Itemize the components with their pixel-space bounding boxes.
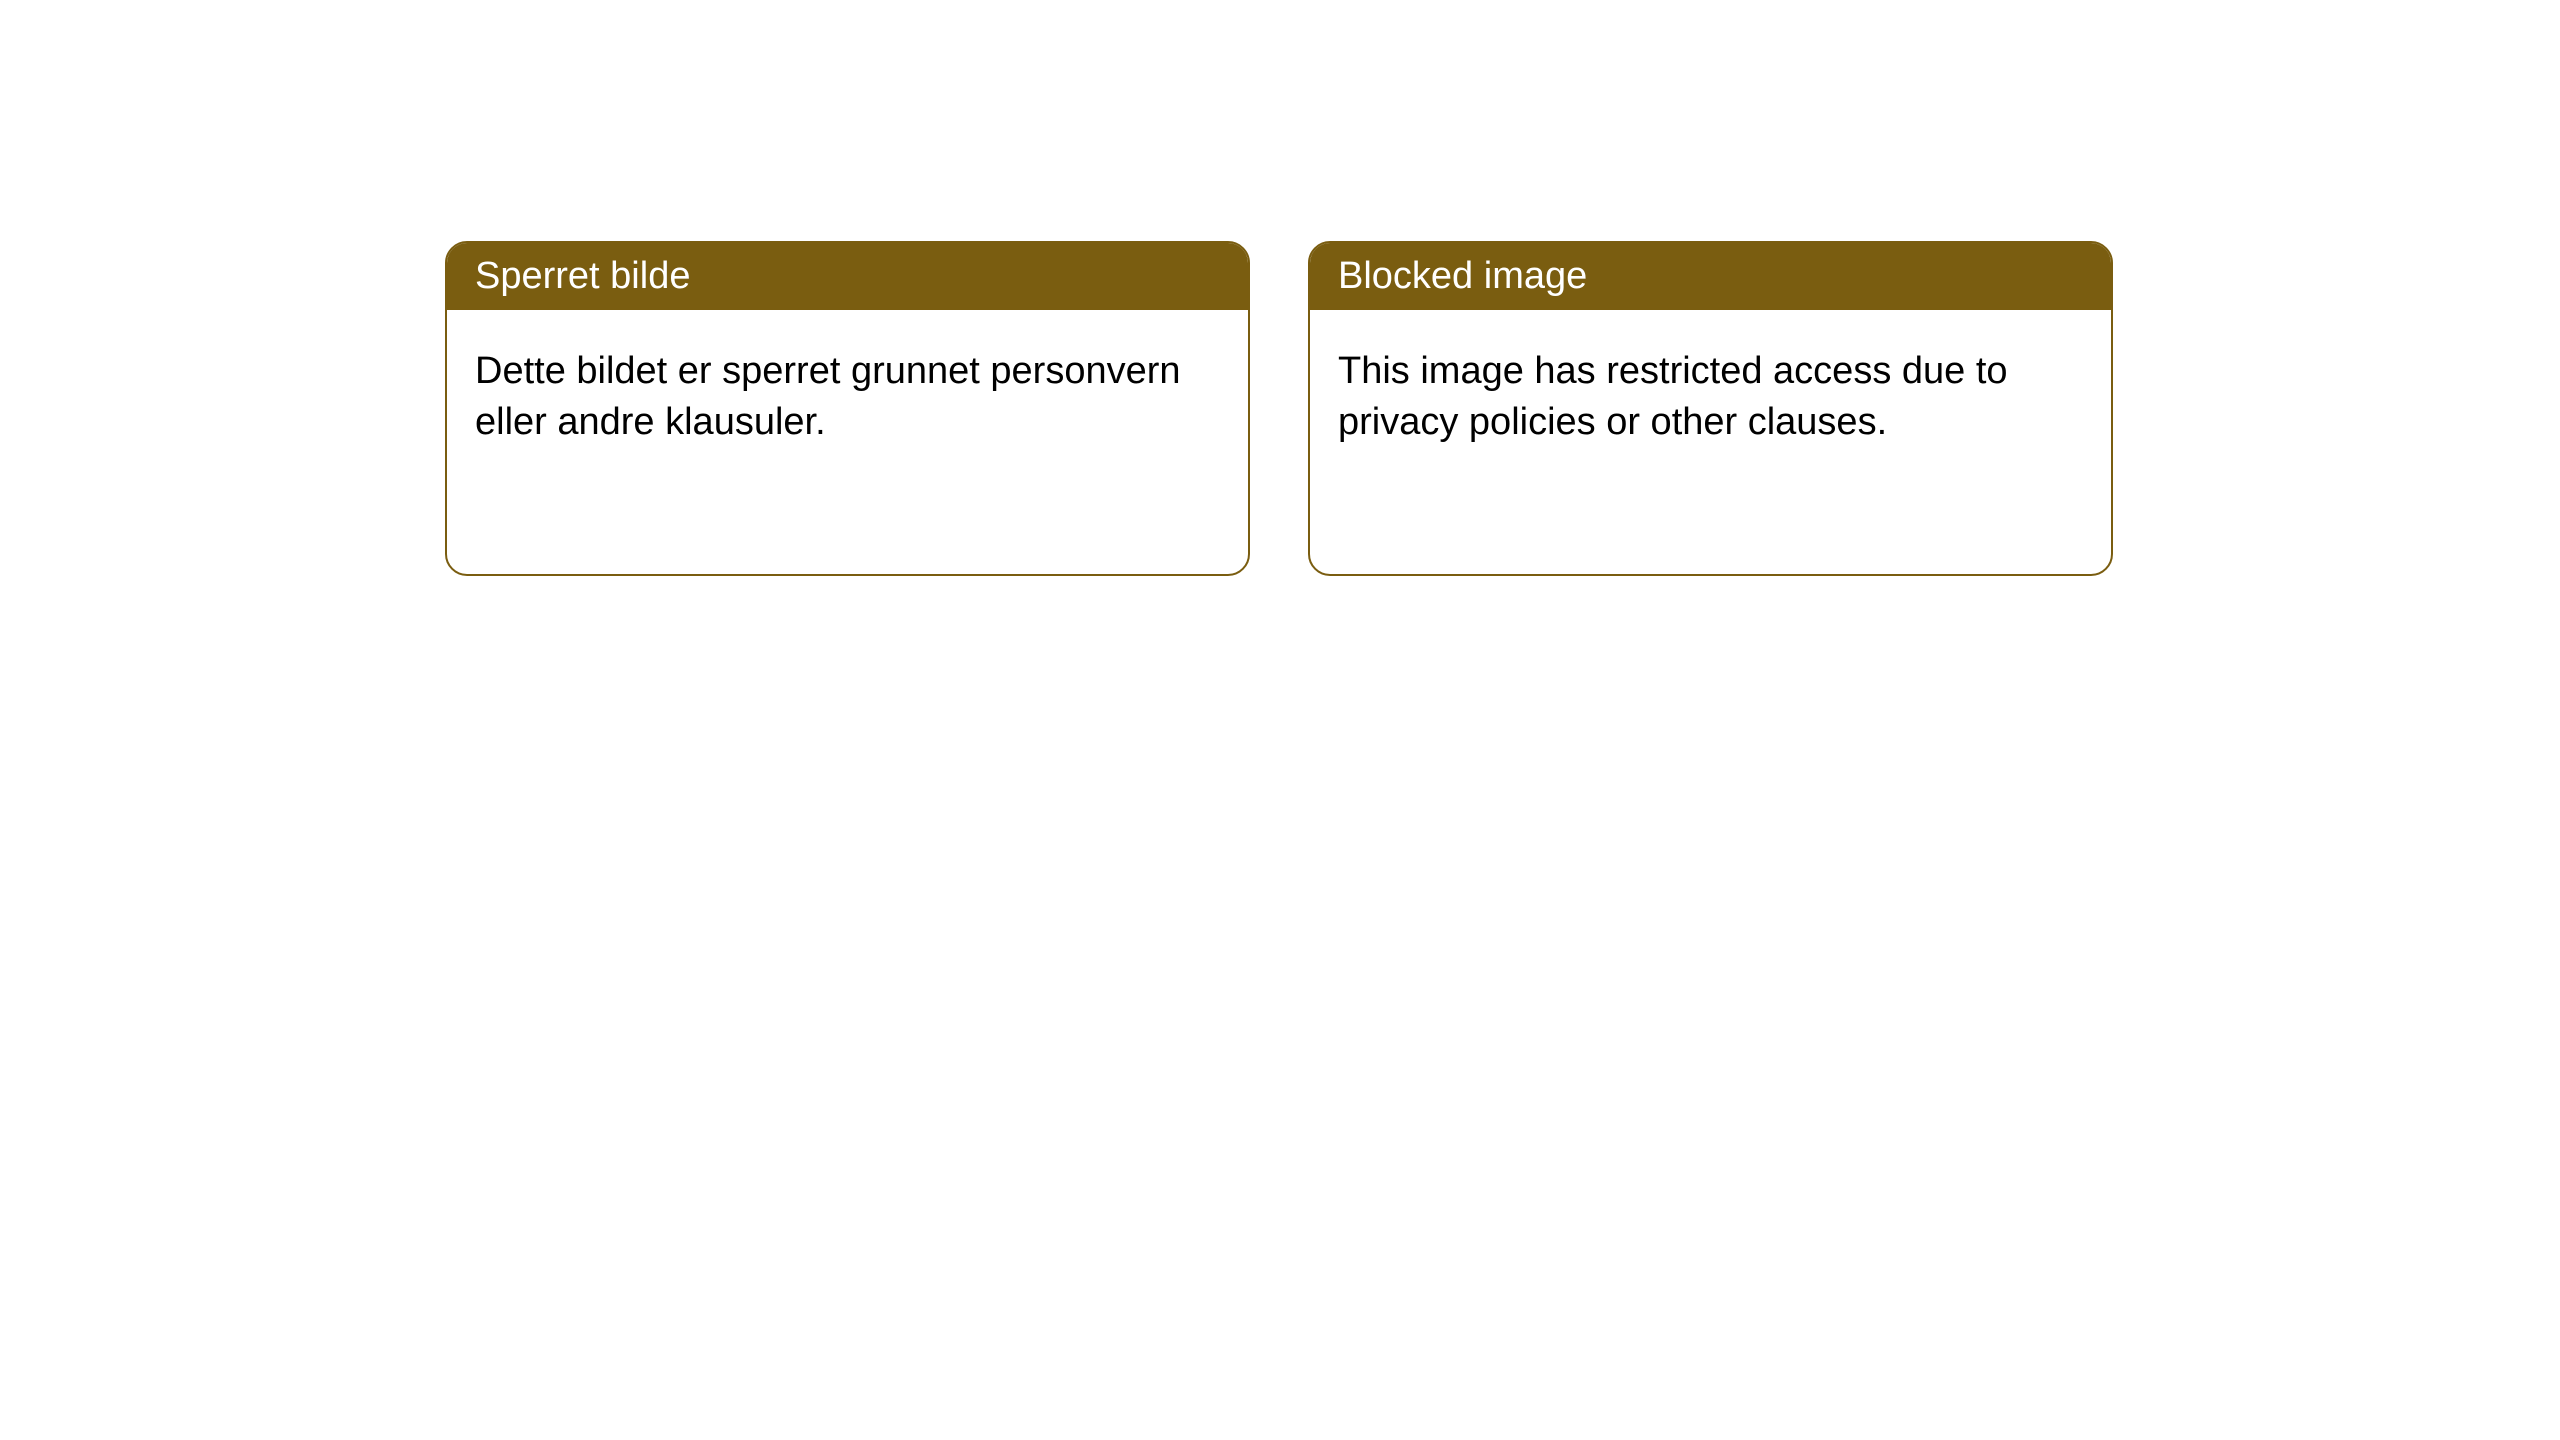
card-title: Blocked image [1338,255,1587,297]
card-title: Sperret bilde [475,255,690,297]
card-body-text: This image has restricted access due to … [1338,350,2008,443]
notice-container: Sperret bilde Dette bildet er sperret gr… [0,0,2560,576]
card-header: Sperret bilde [447,243,1248,310]
card-body-text: Dette bildet er sperret grunnet personve… [475,350,1181,443]
notice-card-english: Blocked image This image has restricted … [1308,241,2113,576]
card-header: Blocked image [1310,243,2111,310]
card-body: Dette bildet er sperret grunnet personve… [447,310,1248,485]
card-body: This image has restricted access due to … [1310,310,2111,485]
notice-card-norwegian: Sperret bilde Dette bildet er sperret gr… [445,241,1250,576]
